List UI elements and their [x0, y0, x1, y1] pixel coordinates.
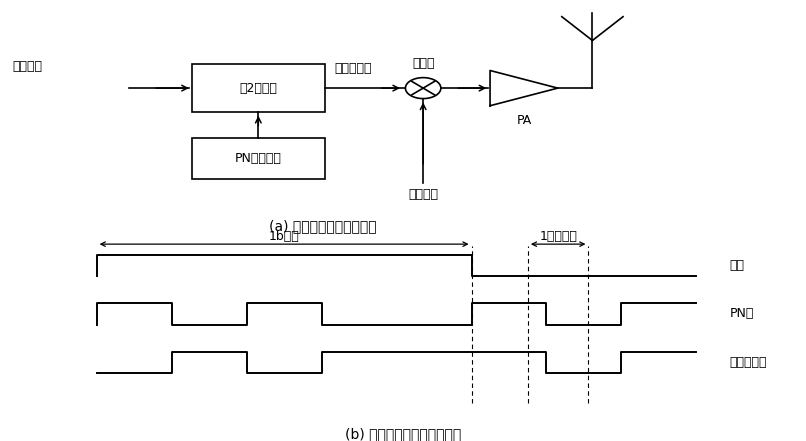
Text: 本振信号: 本振信号: [408, 188, 438, 201]
Text: 数据: 数据: [729, 259, 745, 272]
Text: 编码后信号: 编码后信号: [334, 62, 372, 75]
Text: 调制器: 调制器: [412, 57, 434, 70]
Text: PN码: PN码: [729, 307, 754, 321]
FancyBboxPatch shape: [192, 138, 325, 179]
Text: 1b周期: 1b周期: [268, 230, 300, 243]
Text: PN码发生器: PN码发生器: [235, 152, 282, 165]
Text: PA: PA: [517, 114, 531, 127]
Text: (b) 直接序列扩频信号示意图: (b) 直接序列扩频信号示意图: [345, 428, 461, 441]
Text: (a) 直接序列扩频电路原理: (a) 直接序列扩频电路原理: [268, 219, 376, 233]
Text: 编码后信号: 编码后信号: [729, 356, 767, 369]
Text: 模2加法器: 模2加法器: [239, 82, 277, 95]
FancyBboxPatch shape: [192, 64, 325, 112]
Text: 1码片周期: 1码片周期: [539, 230, 577, 243]
Text: 数据信号: 数据信号: [12, 60, 42, 73]
